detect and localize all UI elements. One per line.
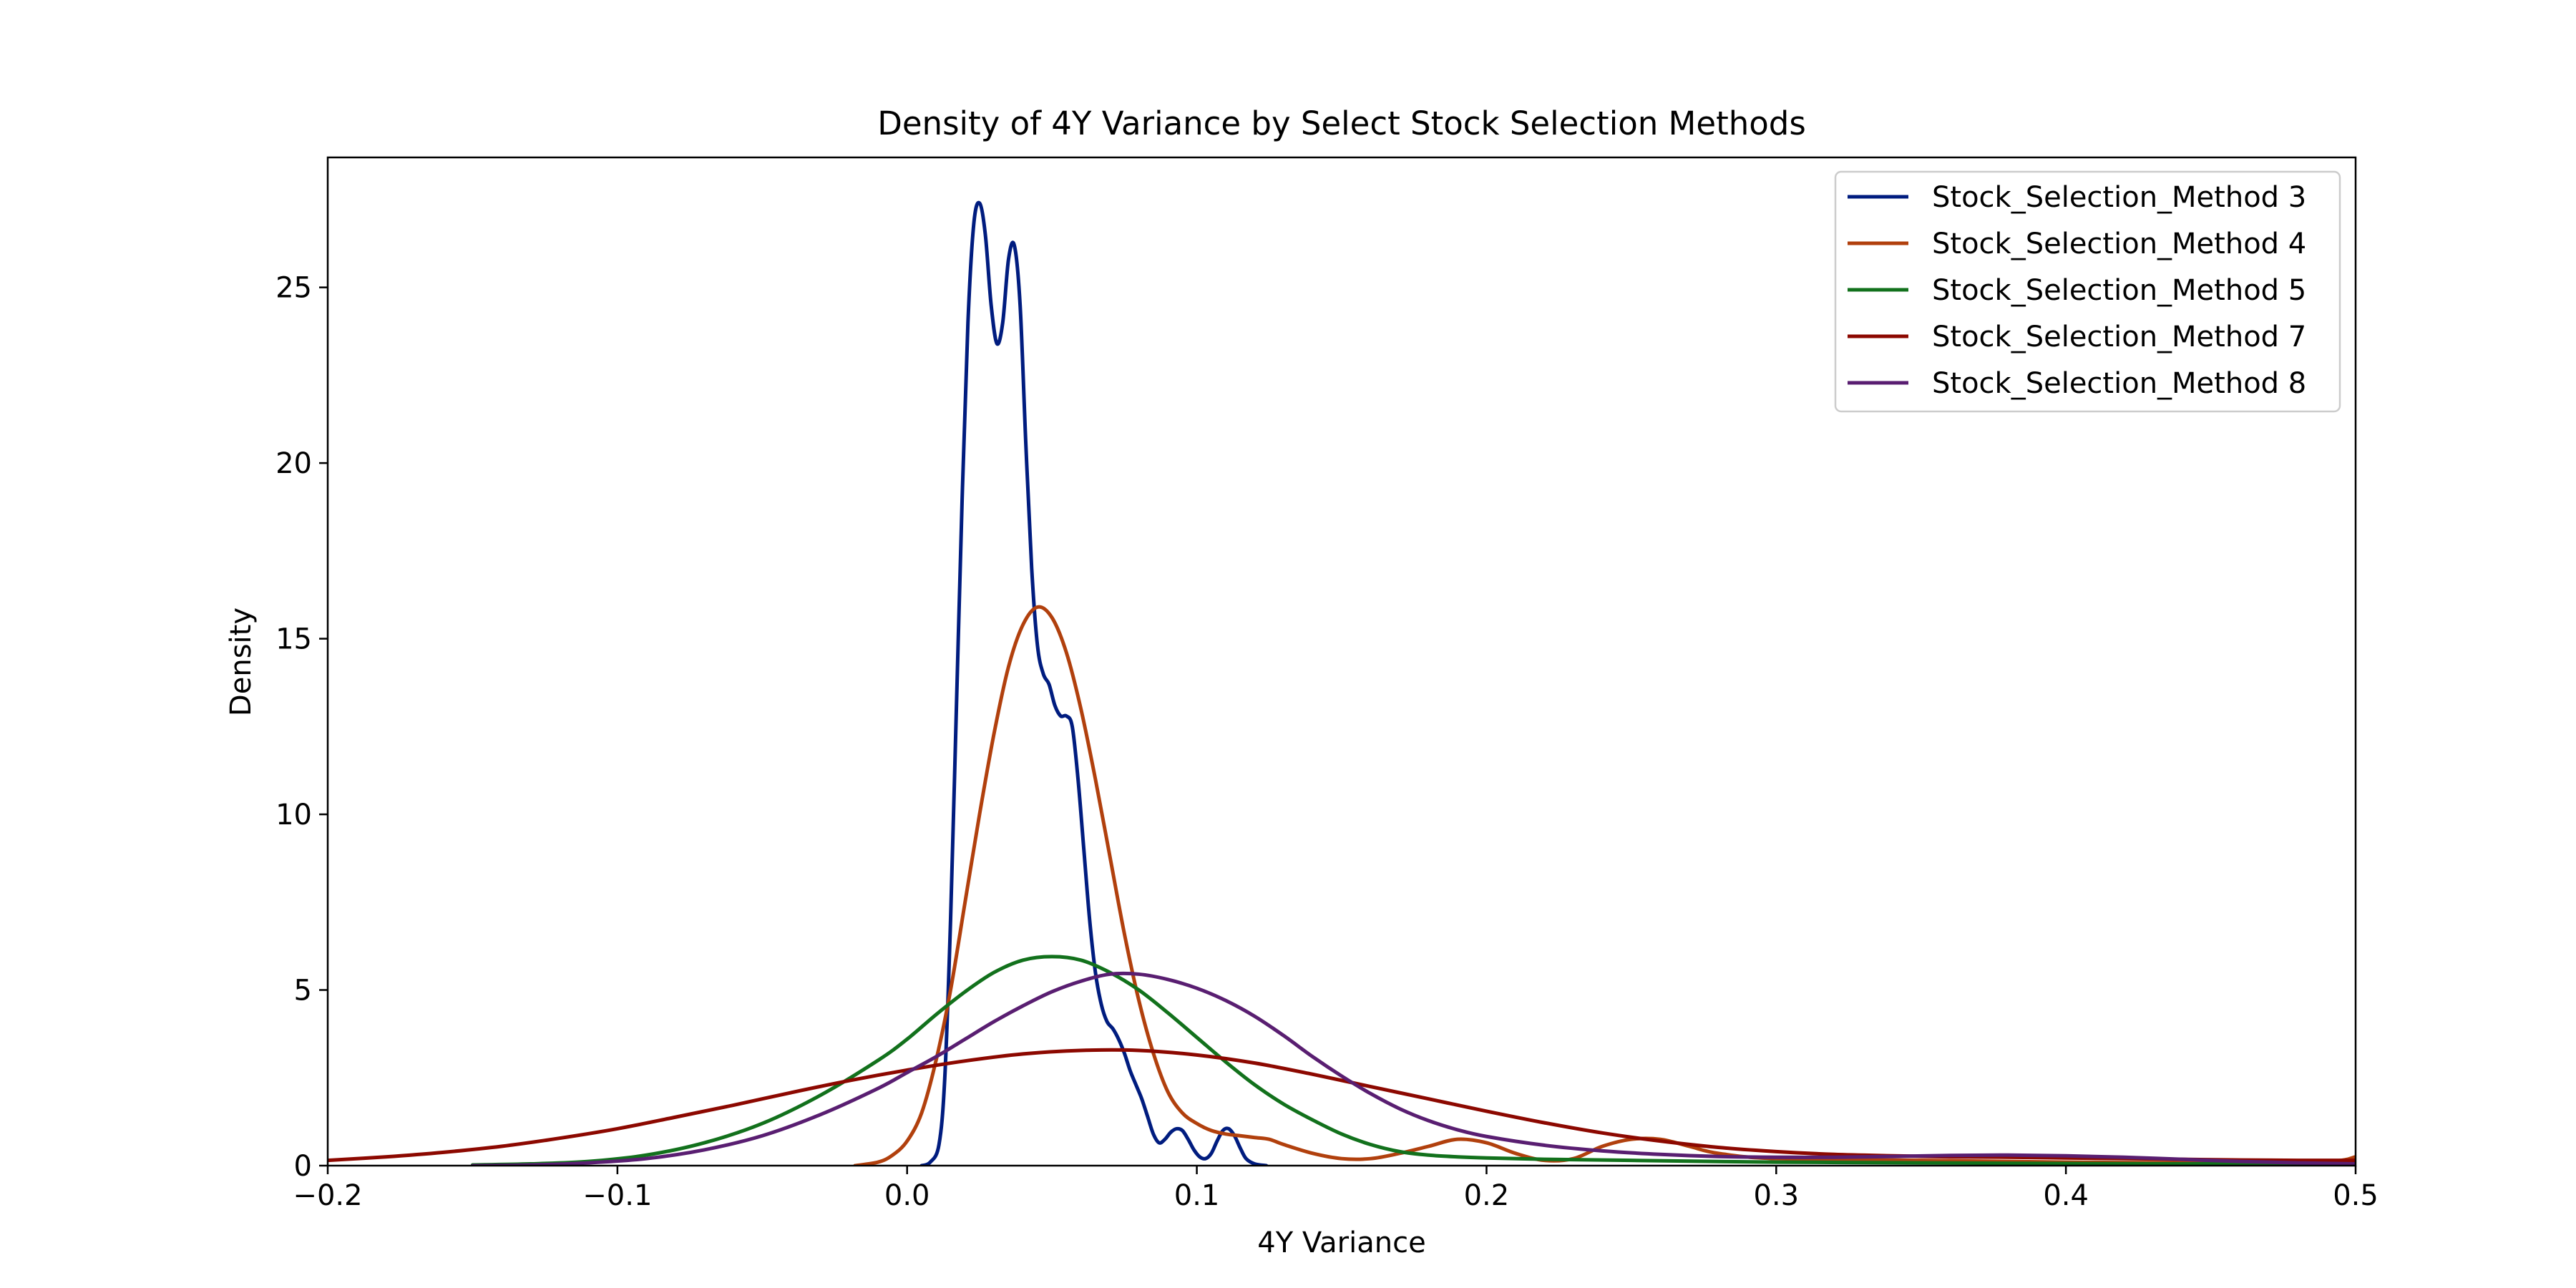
- y-tick-label: 5: [294, 975, 312, 1008]
- y-tick-label: 20: [275, 447, 312, 480]
- x-tick-label: 0.3: [1753, 1179, 1799, 1212]
- chart-title: Density of 4Y Variance by Select Stock S…: [877, 104, 1806, 142]
- y-tick-label: 10: [275, 799, 312, 831]
- x-axis: −0.2 −0.1 0.0 0.1 0.2 0.3 0.4 0.5: [293, 1166, 2379, 1212]
- y-axis-label: Density: [225, 608, 258, 716]
- x-tick-label: 0.0: [884, 1179, 930, 1212]
- legend-label: Stock_Selection_Method 4: [1932, 228, 2306, 260]
- legend: Stock_Selection_Method 3 Stock_Selection_…: [1834, 170, 2341, 413]
- y-tick-label: 0: [294, 1150, 312, 1183]
- plot-area: [326, 156, 2357, 1167]
- x-tick-label: −0.1: [582, 1179, 652, 1212]
- x-tick-label: −0.2: [293, 1179, 362, 1212]
- legend-label: Stock_Selection_Method 7: [1932, 321, 2306, 353]
- y-tick-label: 25: [275, 272, 312, 305]
- series-line-2: [853, 605, 2356, 1166]
- plot-frame: [326, 156, 2357, 1167]
- series-layer: [328, 200, 2356, 1166]
- y-axis: 0 5 10 15 20 25: [275, 272, 328, 1183]
- x-tick-label: 0.5: [2333, 1179, 2379, 1212]
- legend-entries: Stock_Selection_Method 3 Stock_Selection_…: [1848, 181, 2306, 400]
- y-tick-label: 15: [275, 623, 312, 656]
- series-line-5: [470, 971, 2356, 1166]
- x-axis-label: 4Y Variance: [1257, 1226, 1425, 1259]
- series-line-1: [919, 200, 1269, 1166]
- series-line-3: [470, 955, 2356, 1166]
- x-tick-label: 0.1: [1174, 1179, 1220, 1212]
- legend-label: Stock_Selection_Method 3: [1932, 181, 2306, 214]
- legend-label: Stock_Selection_Method 5: [1932, 274, 2306, 307]
- x-tick-label: 0.2: [1464, 1179, 1510, 1212]
- legend-label: Stock_Selection_Method 8: [1932, 367, 2306, 400]
- legend-box: [1834, 170, 2341, 413]
- x-tick-label: 0.4: [2043, 1179, 2089, 1212]
- series-line-4: [328, 1048, 2356, 1163]
